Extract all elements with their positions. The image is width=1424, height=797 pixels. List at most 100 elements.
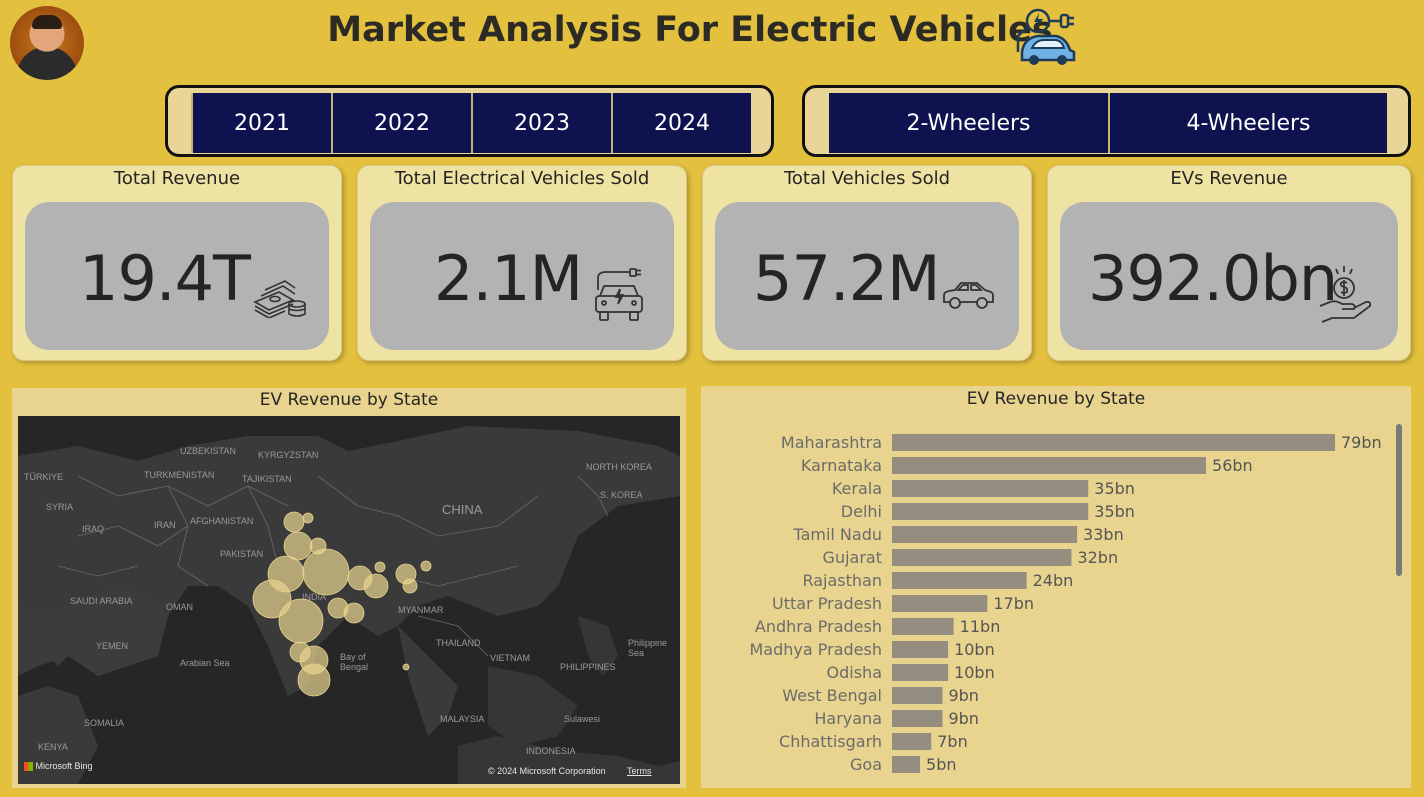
data-label: 79bn (1341, 433, 1382, 452)
card-evs-revenue: EVs Revenue 392.0bn (1047, 165, 1411, 361)
map-label: NORTH KOREA (586, 462, 652, 472)
bar[interactable] (892, 595, 988, 612)
map-label: Bay of Bengal (340, 652, 369, 672)
chart-scrollbar[interactable] (1396, 424, 1402, 576)
category-label: Karnataka (801, 456, 882, 475)
map-label: PAKISTAN (220, 549, 264, 559)
map-bubble (278, 598, 324, 644)
map-bubble (402, 663, 410, 671)
card-value: 2.1M (434, 242, 583, 315)
category-label: Uttar Pradesh (772, 594, 882, 613)
year-button-2023[interactable]: 2023 (471, 93, 611, 153)
map-label: OMAN (166, 602, 193, 612)
year-button-2021[interactable]: 2021 (191, 93, 331, 153)
map-bubble (374, 561, 386, 573)
map-label: S. KOREA (600, 490, 643, 500)
map-bubble (302, 512, 314, 524)
ev-charging-icon (592, 268, 646, 328)
microsoft-logo-icon (24, 762, 33, 772)
map-label: INDIA (302, 592, 327, 602)
map-bubble (297, 663, 331, 697)
ev-revenue-map[interactable]: UZBEKISTAN KYRGYZSTAN TÜRKIYE TURKMENIST… (18, 416, 680, 784)
category-label: Tamil Nadu (792, 525, 882, 544)
card-title: Total Electrical Vehicles Sold (394, 168, 650, 189)
data-label: 10bn (954, 640, 995, 659)
category-label: Madhya Pradesh (750, 640, 883, 659)
map-panel: EV Revenue by State UZBEK (12, 388, 686, 788)
year-button-2024[interactable]: 2024 (611, 93, 751, 153)
bar[interactable] (892, 618, 954, 635)
map-label: KYRGYZSTAN (258, 450, 319, 460)
card-value: 19.4T (79, 242, 251, 315)
map-bubble (402, 578, 418, 594)
data-label: 24bn (1033, 571, 1074, 590)
data-label: 32bn (1077, 548, 1118, 567)
data-label: 33bn (1083, 525, 1124, 544)
bar[interactable] (892, 503, 1089, 520)
card-value: 392.0bn (1088, 242, 1338, 315)
map-bubbles (252, 511, 432, 697)
bar[interactable] (892, 756, 921, 773)
map-label: SOMALIA (84, 718, 125, 728)
money-stack-icon (253, 272, 307, 322)
bar[interactable] (892, 480, 1089, 497)
map-label: SAUDI ARABIA (70, 596, 133, 606)
category-label: Kerala (832, 479, 882, 498)
bar[interactable] (892, 526, 1078, 543)
category-label: Rajasthan (802, 571, 882, 590)
type-button-4-wheelers[interactable]: 4-Wheelers (1108, 93, 1387, 153)
map-label: TURKMENISTAN (144, 470, 215, 480)
map-label: Philippine Sea (628, 638, 668, 658)
card-title: Total Revenue (113, 168, 241, 189)
map-label: KENYA (38, 742, 68, 752)
page-title: Market Analysis For Electric Vehicles (327, 10, 1053, 50)
map-label: PHILIPPINES (560, 662, 616, 672)
bar[interactable] (892, 549, 1072, 566)
card-body: 19.4T (25, 202, 329, 350)
card-total-ev-sold: Total Electrical Vehicles Sold 2.1M (357, 165, 687, 361)
category-label: Gujarat (823, 548, 882, 567)
map-bubble (343, 602, 365, 624)
car-icon (941, 280, 995, 314)
data-label: 9bn (948, 686, 978, 705)
card-total-vehicles-sold: Total Vehicles Sold 57.2M (702, 165, 1032, 361)
vehicle-type-slicer: 2-Wheelers 4-Wheelers (802, 85, 1411, 157)
map-label: MALAYSIA (440, 714, 485, 724)
type-button-2-wheelers[interactable]: 2-Wheelers (829, 93, 1108, 153)
card-body: 57.2M (715, 202, 1019, 350)
year-slicer: 2021 2022 2023 2024 (165, 85, 774, 157)
category-label: Odisha (827, 663, 882, 682)
map-terms-link[interactable]: Terms (627, 766, 652, 776)
category-label: Delhi (841, 502, 882, 521)
year-button-2022[interactable]: 2022 (331, 93, 471, 153)
microsoft-bing-logo: Microsoft Bing (24, 761, 93, 772)
card-title: EVs Revenue (1170, 168, 1288, 189)
data-label: 56bn (1212, 456, 1253, 475)
bar[interactable] (892, 641, 949, 658)
avatar (10, 6, 84, 80)
card-title: Total Vehicles Sold (783, 168, 951, 189)
category-label: Maharashtra (781, 433, 882, 452)
data-label: 10bn (954, 663, 995, 682)
category-label: Haryana (814, 709, 882, 728)
map-label: CHINA (442, 502, 483, 517)
bar[interactable] (892, 687, 943, 704)
map-label: TAJIKISTAN (242, 474, 292, 484)
bar[interactable] (892, 664, 949, 681)
card-value: 57.2M (753, 242, 941, 315)
bar[interactable] (892, 710, 943, 727)
map-bubble (283, 511, 305, 533)
map-label: TÜRKIYE (24, 472, 64, 482)
bar[interactable] (892, 434, 1335, 451)
data-label: 17bn (993, 594, 1034, 613)
bar[interactable] (892, 457, 1207, 474)
bar[interactable] (892, 572, 1027, 589)
data-label: 11bn (960, 617, 1001, 636)
map-label: AFGHANISTAN (190, 516, 254, 526)
category-label: Chhattisgarh (779, 732, 882, 751)
map-label: Arabian Sea (180, 658, 230, 668)
bar[interactable] (892, 733, 932, 750)
map-logo-text: Microsoft Bing (35, 761, 93, 771)
map-label: VIETNAM (490, 653, 531, 663)
map-label: UZBEKISTAN (180, 446, 236, 456)
